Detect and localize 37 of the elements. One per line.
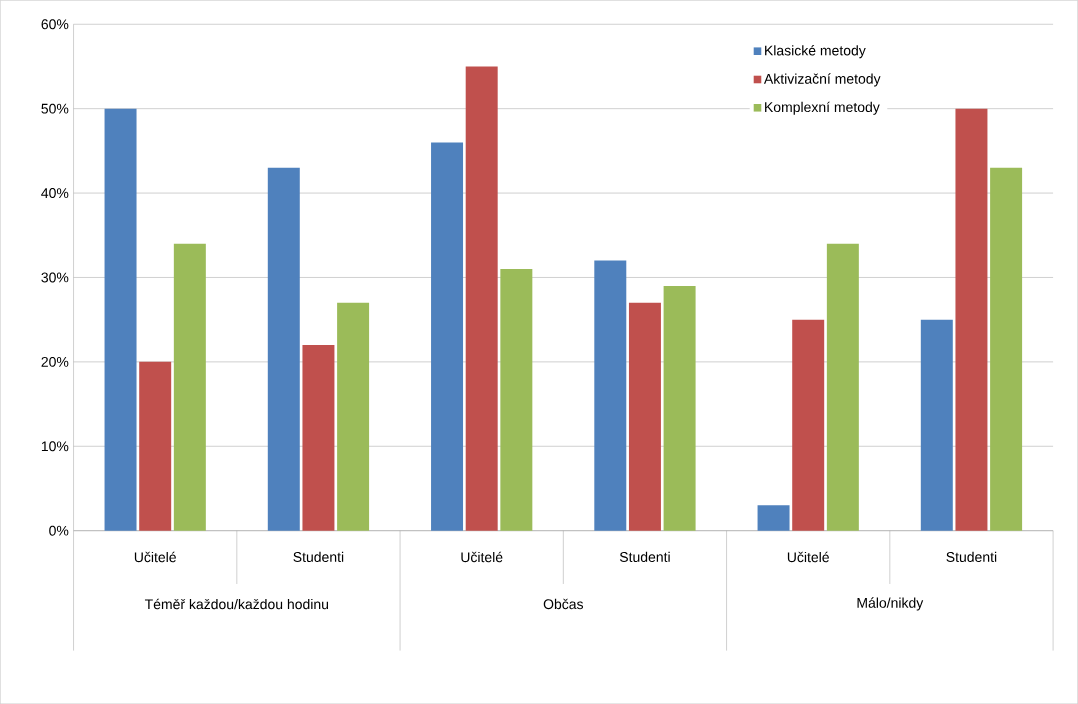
y-tick-label: 60% (41, 19, 69, 30)
bar (628, 302, 661, 531)
legend-label: Komplexní metody (765, 101, 880, 115)
bar (792, 319, 825, 531)
y-tick-label: 20% (41, 356, 69, 367)
bar (173, 243, 206, 531)
bar (465, 66, 498, 531)
bar (990, 167, 1023, 531)
bar (139, 361, 172, 531)
y-tick-label: 0% (49, 525, 69, 536)
legend-label: Klasické metody (765, 44, 866, 59)
bar (431, 142, 464, 531)
x-tick-label: Studenti (293, 551, 344, 562)
x-tick-label: Učitelé (134, 551, 176, 563)
bar (104, 108, 137, 531)
legend-label: Aktivizační metody (763, 73, 881, 87)
text: Málo/nikdy (857, 597, 924, 611)
bar (757, 505, 790, 531)
x-tick-label: Studenti (946, 551, 997, 562)
x-tick-label: Učitelé (787, 551, 829, 563)
y-tick-label: 40% (41, 188, 69, 198)
bar (500, 268, 533, 531)
bar (920, 319, 953, 531)
y-tick-label: 30% (41, 272, 69, 283)
y-tick-label: 50% (41, 103, 69, 114)
bar (267, 167, 300, 531)
x-tick-label: Studenti (619, 551, 670, 562)
bar (663, 285, 696, 531)
y-tick-label: 10% (41, 441, 69, 452)
text: Občas (543, 598, 584, 610)
text: Téměř každou/každou hodinu (144, 598, 329, 610)
bar (955, 108, 988, 531)
bar (826, 243, 859, 531)
bar (337, 302, 370, 531)
bar (594, 260, 627, 531)
bar (302, 344, 335, 531)
x-tick-label: Učitelé (461, 551, 503, 563)
